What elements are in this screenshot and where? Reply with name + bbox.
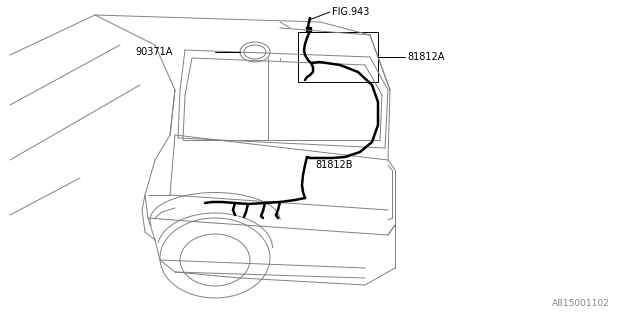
Bar: [298, 32, 378, 82]
Text: 81812A: 81812A: [407, 52, 444, 62]
Text: 90371A: 90371A: [135, 47, 172, 57]
Text: FIG.943: FIG.943: [332, 7, 369, 17]
Text: A815001102: A815001102: [552, 299, 610, 308]
Text: 81812B: 81812B: [315, 160, 353, 170]
Bar: [306, 27, 311, 31]
